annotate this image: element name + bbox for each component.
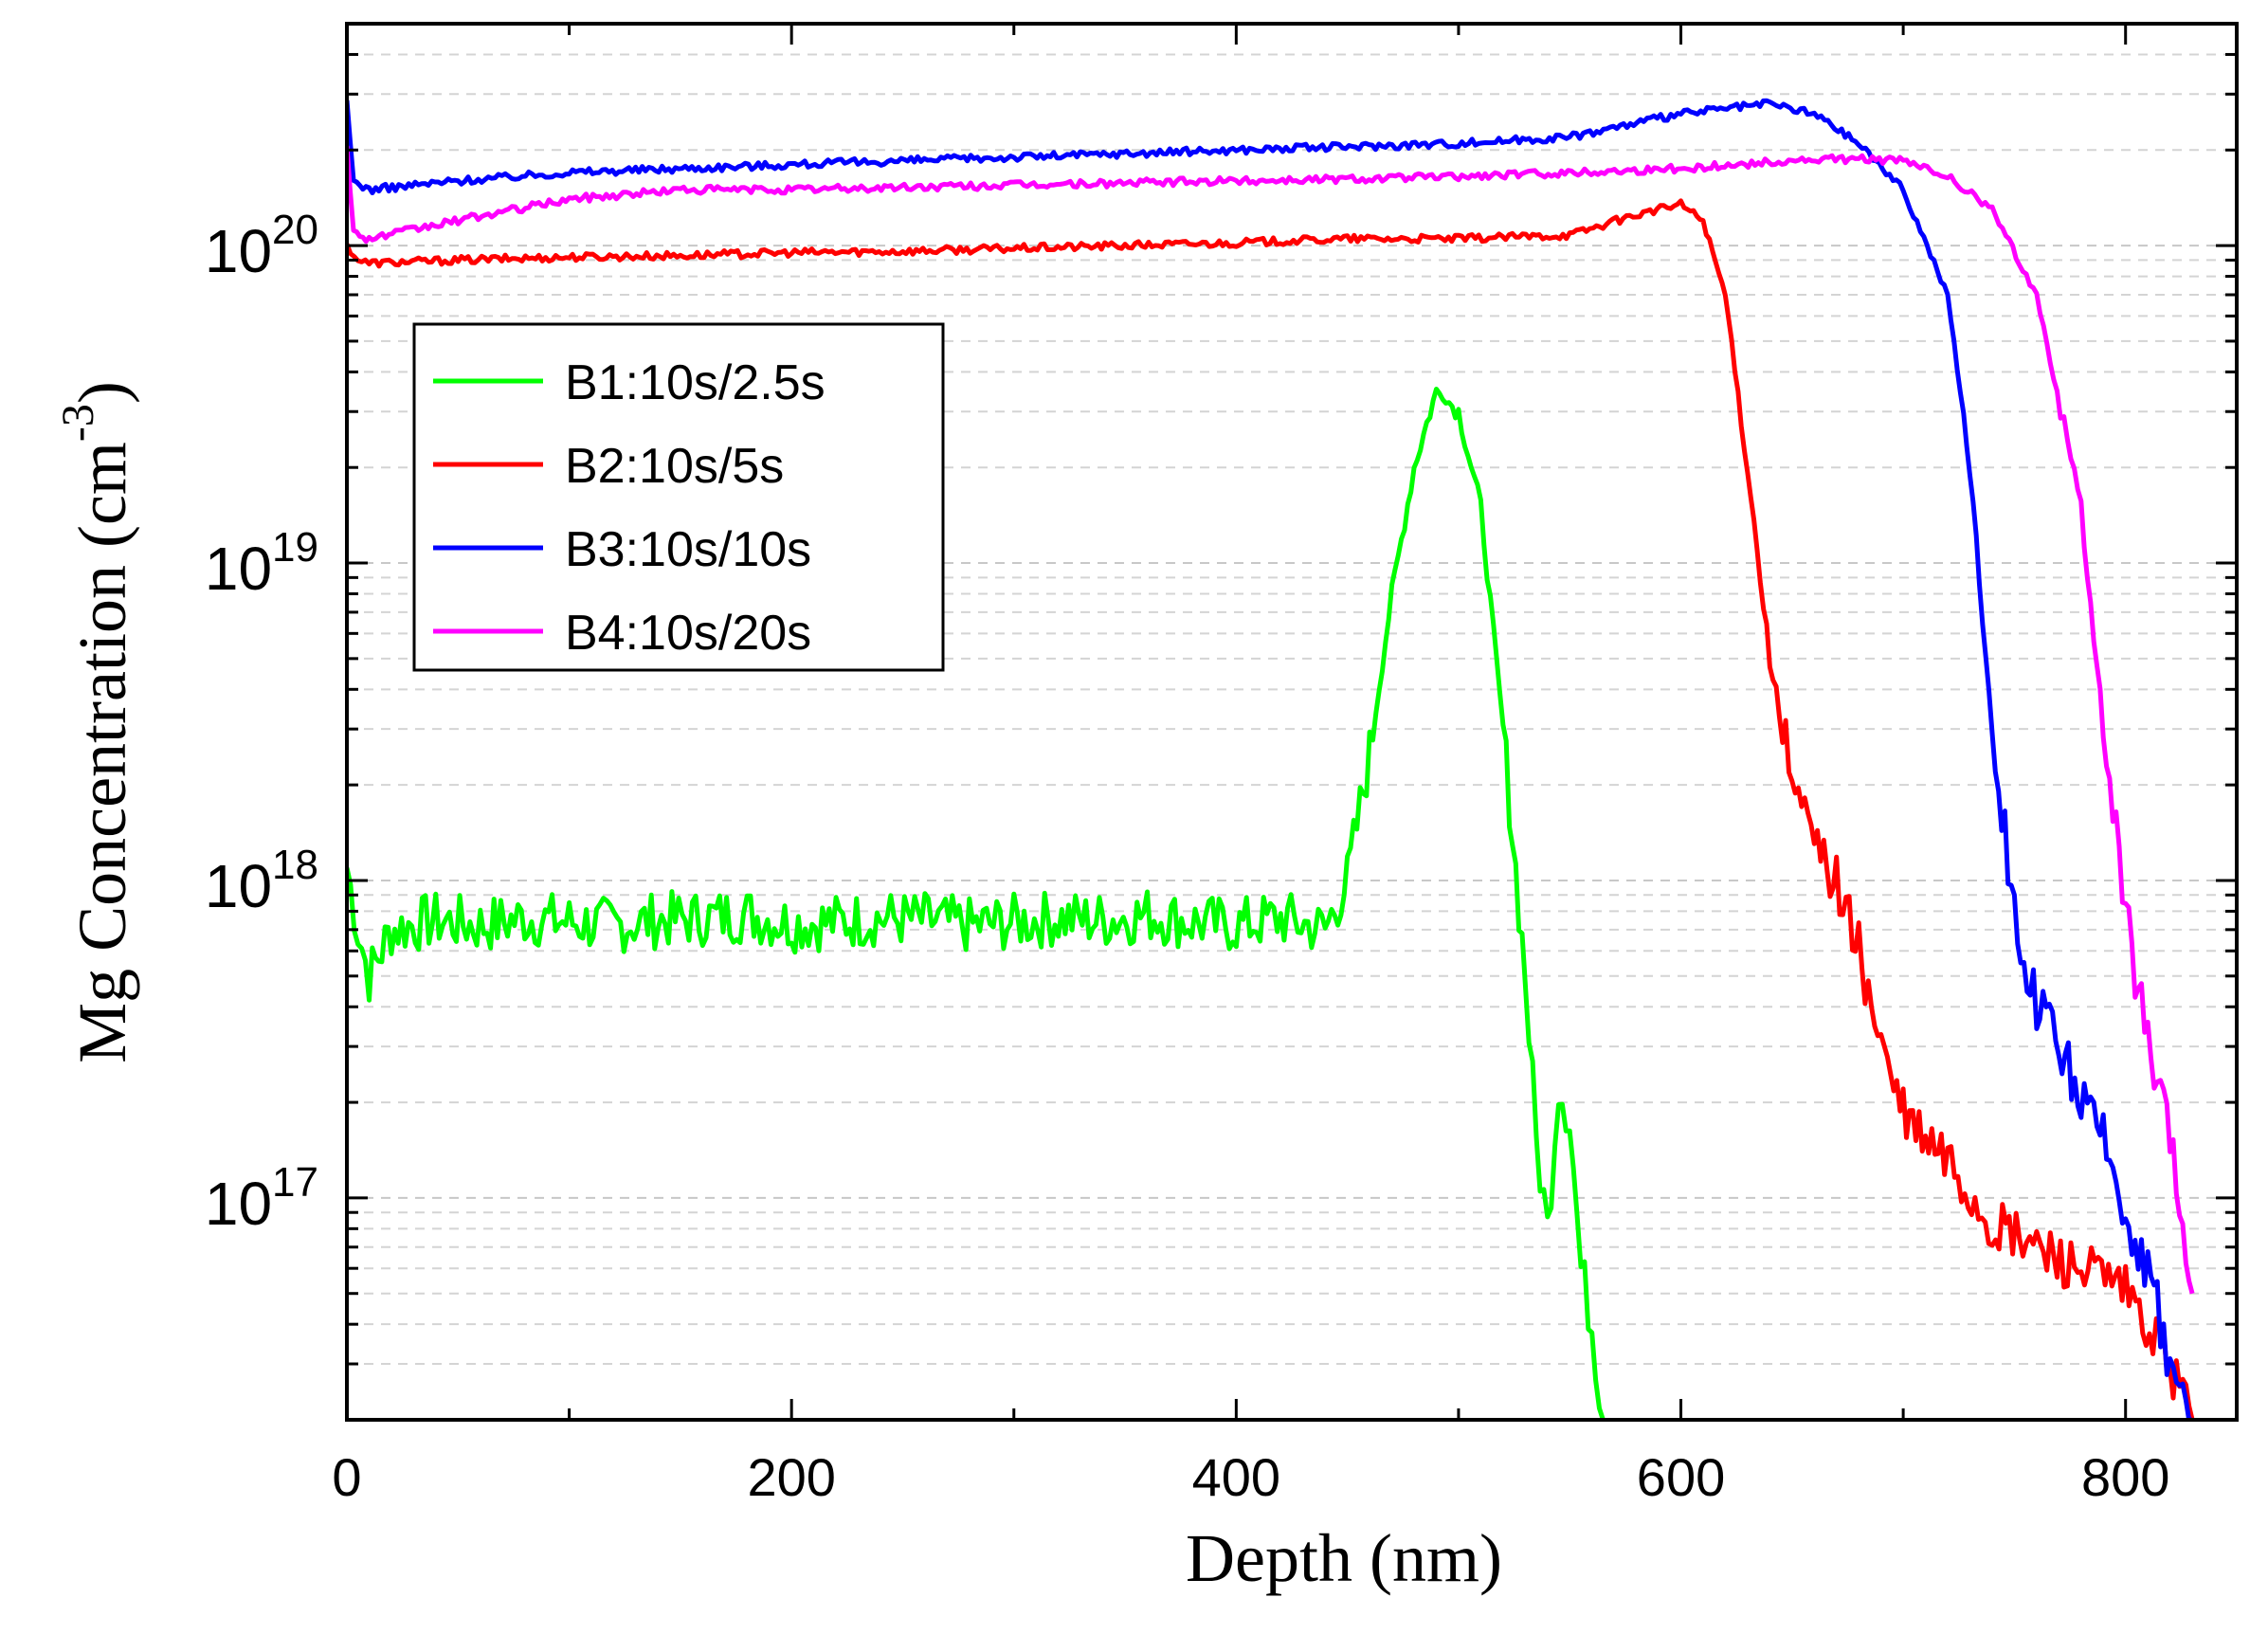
series-line-4 (347, 145, 2195, 1295)
plot-area (347, 98, 2195, 1420)
x-tick-label: 400 (1192, 1447, 1280, 1507)
x-axis-title: Depth (nm) (1186, 1520, 1502, 1596)
x-tick-label: 200 (747, 1447, 835, 1507)
y-tick-label: 1020 (205, 207, 318, 285)
axis-ticks (345, 24, 2237, 1420)
y-tick-label: 1019 (205, 524, 318, 603)
y-tick-label: 1017 (205, 1159, 318, 1238)
x-tick-label: 600 (1637, 1447, 1725, 1507)
series-line-1 (347, 387, 1606, 1420)
legend-label-3: B3:10s/10s (565, 522, 811, 577)
legend-label-2: B2:10s/5s (565, 439, 784, 494)
legend: B1:10s/2.5s B2:10s/5s B3:10s/10s B4:10s/20s (412, 322, 945, 672)
x-tick-label: 0 (332, 1447, 361, 1507)
x-tick-label: 800 (2081, 1447, 2169, 1507)
grid (347, 53, 2237, 1366)
series-line-3 (347, 98, 2193, 1420)
plot-frame (345, 22, 2239, 1422)
y-tick-label: 1018 (205, 842, 318, 920)
y-axis-title: Mg Concentration (cm-3) (53, 381, 140, 1063)
legend-label-4: B4:10s/20s (565, 606, 811, 661)
legend-label-1: B1:10s/2.5s (565, 355, 826, 410)
series-line-2 (347, 198, 2195, 1420)
axis-tick-labels: 0 200 400 600 800 1017 1018 1019 1020 (205, 207, 2170, 1507)
